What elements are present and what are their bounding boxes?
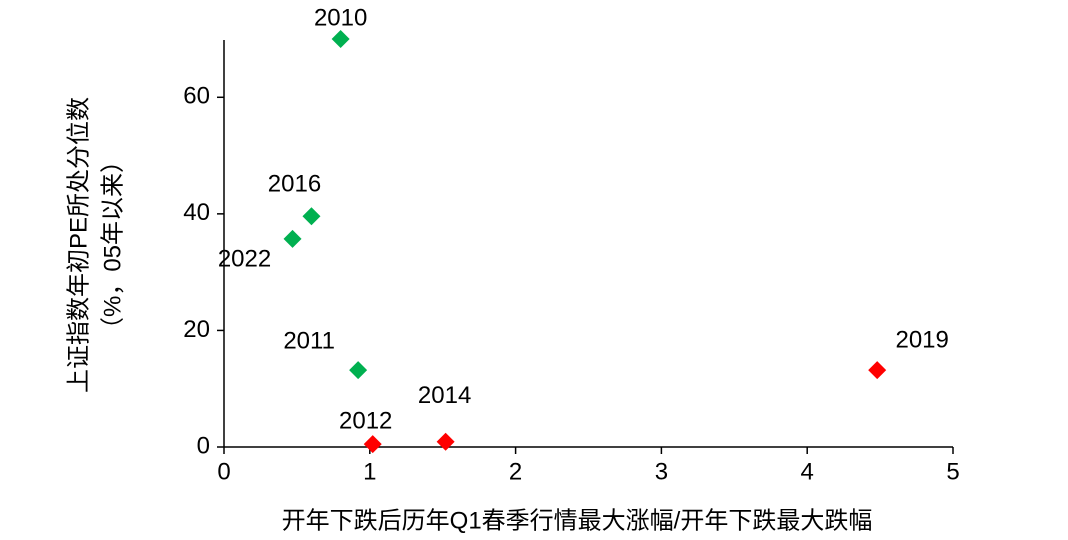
x-tick-label: 4 xyxy=(801,458,814,485)
x-tick-label: 0 xyxy=(217,458,230,485)
point-label: 2010 xyxy=(314,4,367,31)
point-label: 2019 xyxy=(895,326,948,353)
point-label: 2016 xyxy=(268,171,321,198)
y-axis-label-group: 上证指数年初PE所处分位数 xyxy=(65,97,92,393)
point-label: 2014 xyxy=(418,382,471,409)
x-tick-label: 5 xyxy=(946,458,959,485)
data-point xyxy=(349,361,368,380)
data-point xyxy=(436,432,455,451)
x-tick-label: 2 xyxy=(509,458,522,485)
data-point xyxy=(283,229,302,248)
point-label: 2011 xyxy=(283,327,335,354)
x-tick-label: 3 xyxy=(655,458,668,485)
data-point xyxy=(868,361,887,380)
data-point xyxy=(331,30,350,48)
point-label: 2012 xyxy=(339,407,392,434)
y-tick-label: 40 xyxy=(183,199,210,226)
data-point xyxy=(302,207,321,226)
y-tick-label: 0 xyxy=(197,432,210,459)
y-axis-label-group: （%，05年以来） xyxy=(99,149,126,341)
y-axis-label: （%，05年以来） xyxy=(99,149,126,341)
x-tick-label: 1 xyxy=(363,458,376,485)
y-tick-label: 20 xyxy=(183,316,210,343)
y-axis-label: 上证指数年初PE所处分位数 xyxy=(65,97,92,393)
x-axis-label: 开年下跌后历年Q1春季行情最大涨幅/开年下跌最大跌幅 xyxy=(282,507,873,534)
data-point xyxy=(363,435,382,454)
y-tick-label: 60 xyxy=(183,83,210,110)
point-label: 2022 xyxy=(218,245,271,272)
